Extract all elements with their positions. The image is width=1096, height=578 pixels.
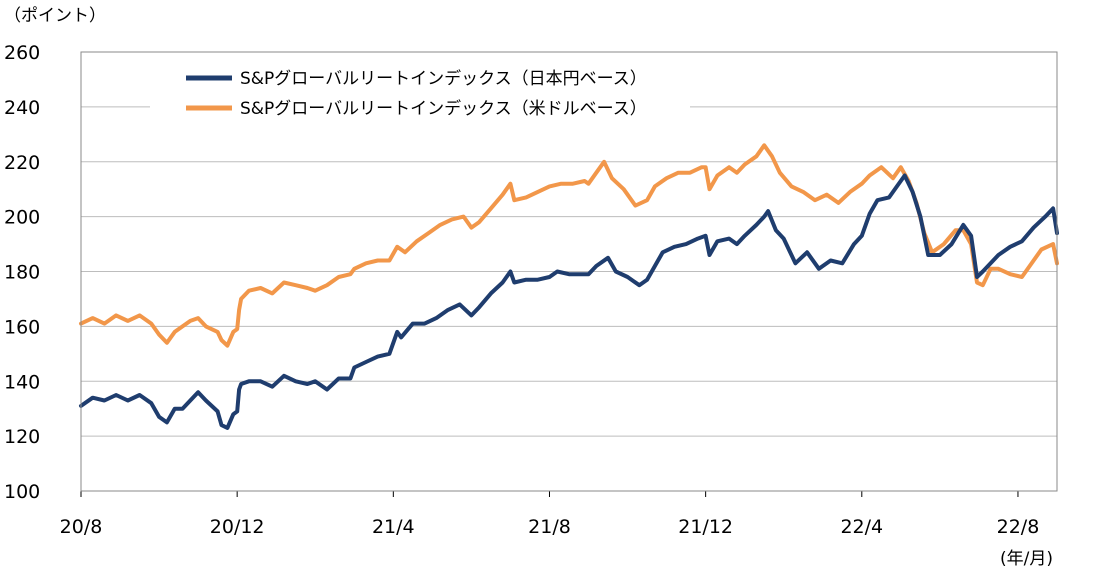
legend-label-usd: S&Pグローバルリートインデックス（米ドルベース） xyxy=(240,98,647,119)
x-tick-label: 20/8 xyxy=(60,516,103,538)
series-line-usd xyxy=(79,143,1059,348)
legend-background xyxy=(150,66,690,124)
y-unit-label: （ポイント） xyxy=(4,6,106,26)
x-tick-label: 21/4 xyxy=(372,516,415,538)
plot-frame xyxy=(80,51,1058,492)
x-tick-label: 20/12 xyxy=(210,516,265,538)
legend-label-jpy: S&Pグローバルリートインデックス（日本円ベース） xyxy=(240,68,647,89)
y-tick-label: 240 xyxy=(4,97,40,119)
x-tick-label: 22/8 xyxy=(997,516,1040,538)
x-tick-label: 21/12 xyxy=(678,516,733,538)
y-tick-label: 220 xyxy=(4,152,40,174)
x-tick-labels: 20/8 20/12 21/4 21/8 21/12 22/4 22/8 xyxy=(60,516,1040,538)
y-tick-labels: 100 120 140 160 180 200 220 240 260 xyxy=(4,42,40,503)
series-lines xyxy=(79,143,1059,430)
gridlines xyxy=(80,106,1057,497)
y-tick-label: 180 xyxy=(4,262,40,284)
y-tick-label: 140 xyxy=(4,371,40,393)
y-tick-label: 160 xyxy=(4,316,40,338)
legend: S&Pグローバルリートインデックス（日本円ベース） S&Pグローバルリートインデ… xyxy=(150,66,690,124)
x-unit-label: (年/月) xyxy=(1000,549,1053,569)
y-tick-label: 260 xyxy=(4,42,40,64)
y-tick-label: 200 xyxy=(4,207,40,229)
series-line-jpy xyxy=(79,173,1059,430)
x-tick-label: 21/8 xyxy=(528,516,571,538)
y-tick-label: 100 xyxy=(4,481,40,503)
y-tick-label: 120 xyxy=(4,426,40,448)
x-tick-label: 22/4 xyxy=(840,516,883,538)
